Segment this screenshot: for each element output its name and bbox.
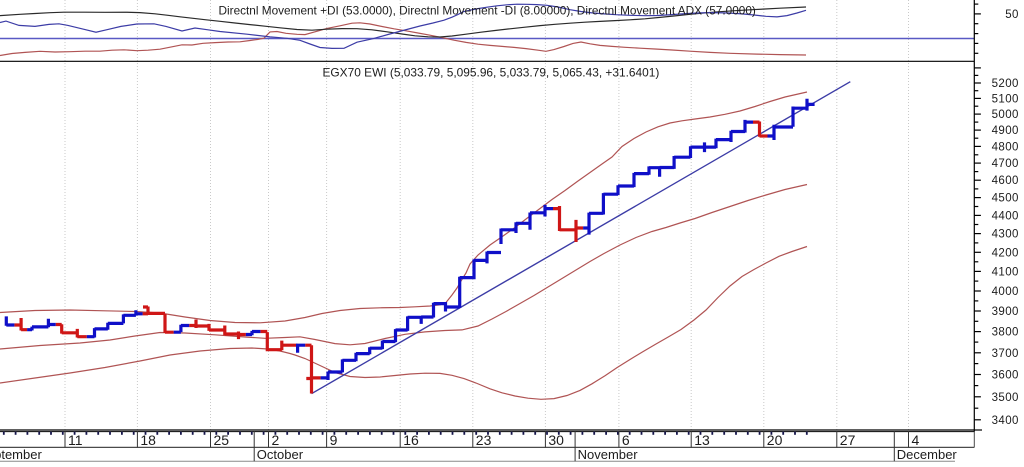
svg-text:December: December: [897, 447, 958, 462]
svg-text:October: October: [257, 447, 304, 462]
svg-text:3800: 3800: [992, 327, 1019, 339]
svg-text:4800: 4800: [992, 141, 1019, 153]
svg-text:4300: 4300: [992, 229, 1019, 241]
svg-text:5100: 5100: [992, 93, 1019, 105]
svg-text:50: 50: [1005, 9, 1019, 21]
svg-text:3400: 3400: [992, 415, 1019, 427]
svg-text:EGX70 EWI (5,033.79, 5,095.96,: EGX70 EWI (5,033.79, 5,095.96, 5,033.79,…: [323, 66, 660, 80]
svg-text:4000: 4000: [992, 286, 1019, 298]
svg-text:6: 6: [622, 432, 630, 448]
svg-text:September: September: [0, 447, 42, 462]
svg-text:5000: 5000: [992, 109, 1019, 121]
svg-text:Directnl Movement +DI (53.0000: Directnl Movement +DI (53.0000), Directn…: [219, 4, 756, 18]
svg-text:4200: 4200: [992, 247, 1019, 259]
svg-text:27: 27: [840, 432, 856, 448]
svg-text:4: 4: [912, 432, 920, 448]
svg-text:9: 9: [330, 432, 338, 448]
svg-text:30: 30: [548, 432, 564, 448]
svg-text:2: 2: [272, 432, 280, 448]
svg-text:4600: 4600: [992, 175, 1019, 187]
svg-text:4700: 4700: [992, 158, 1019, 170]
svg-text:18: 18: [140, 432, 156, 448]
svg-text:4100: 4100: [992, 266, 1019, 278]
svg-text:4400: 4400: [992, 210, 1019, 222]
svg-text:23: 23: [476, 432, 492, 448]
svg-text:20: 20: [767, 432, 783, 448]
svg-text:3700: 3700: [992, 348, 1019, 360]
svg-text:4500: 4500: [992, 193, 1019, 205]
svg-text:3900: 3900: [992, 306, 1019, 318]
svg-text:5200: 5200: [992, 78, 1019, 90]
svg-text:13: 13: [694, 432, 710, 448]
svg-text:11: 11: [68, 432, 83, 448]
svg-text:4900: 4900: [992, 125, 1019, 137]
svg-text:25: 25: [214, 432, 230, 448]
svg-text:3500: 3500: [992, 392, 1019, 404]
svg-text:3600: 3600: [992, 370, 1019, 382]
svg-text:November: November: [578, 447, 639, 462]
svg-text:16: 16: [403, 432, 419, 448]
